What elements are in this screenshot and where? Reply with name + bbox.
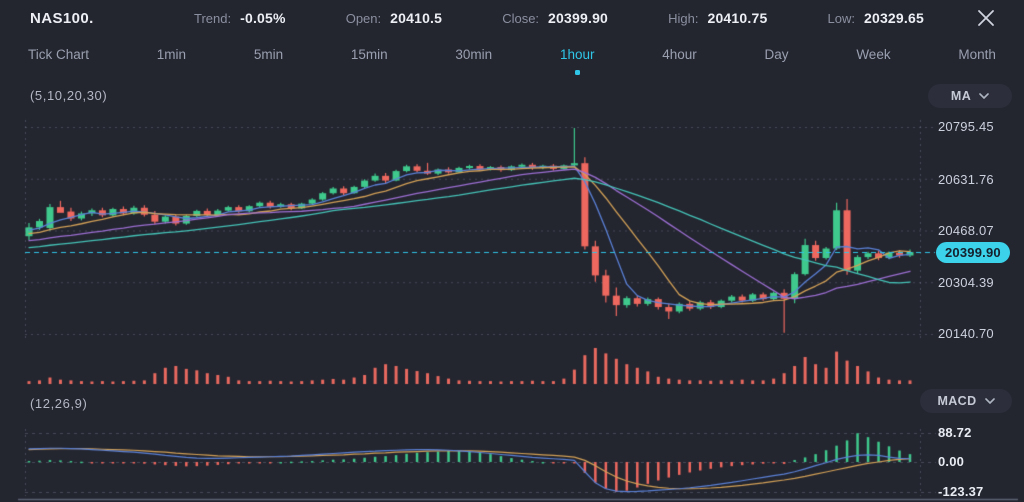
header-stats: Trend: -0.05% Open: 20410.5 Close: 20399… <box>194 10 924 26</box>
stat-value: 20410.75 <box>707 10 768 26</box>
ma-indicator-dropdown[interactable]: MA <box>928 84 1012 108</box>
tab-week[interactable]: Week <box>856 47 891 62</box>
macd-dropdown-label: MACD <box>937 394 977 408</box>
macd-axis-label: 88.72 <box>938 425 972 440</box>
stat-close: Close: 20399.90 <box>502 10 608 26</box>
symbol-title: NAS100. <box>30 9 94 27</box>
macd-axis-label: 0.00 <box>938 454 965 469</box>
macd-params-label: (12,26,9) <box>30 396 88 411</box>
stat-trend: Trend: -0.05% <box>194 10 286 26</box>
tab-5min[interactable]: 5min <box>253 47 284 62</box>
macd-axis-label: -123.37 <box>938 484 984 499</box>
tab-day[interactable]: Day <box>764 47 789 62</box>
tab-4hour[interactable]: 4hour <box>662 47 697 62</box>
stat-high: High: 20410.75 <box>668 10 767 26</box>
stat-label: Trend: <box>194 11 232 26</box>
tab-30min[interactable]: 30min <box>455 47 493 62</box>
price-axis-label: 20468.07 <box>938 223 994 238</box>
chevron-down-icon <box>979 93 989 99</box>
timeframe-tabs: Tick Chart 1min 5min 15min 30min 1hour 4… <box>0 38 1024 84</box>
chevron-down-icon <box>984 398 995 404</box>
price-axis-label: 20140.70 <box>938 326 994 341</box>
price-axis-label: 20795.45 <box>938 119 994 134</box>
stat-open: Open: 20410.5 <box>346 10 442 26</box>
current-price-tag: 20399.90 <box>936 242 1010 263</box>
stat-label: Open: <box>345 11 382 26</box>
stat-value: 20410.5 <box>390 10 443 26</box>
tab-label: 1hour <box>559 47 595 62</box>
ma-dropdown-label: MA <box>950 89 972 103</box>
stat-low: Low: 20329.65 <box>828 10 924 26</box>
header-bar: NAS100. Trend: -0.05% Open: 20410.5 Clos… <box>0 0 1024 36</box>
tab-tick-chart[interactable]: Tick Chart <box>28 47 90 62</box>
stat-value: -0.05% <box>240 10 286 26</box>
active-tab-indicator <box>574 70 580 75</box>
ma-params-label: (5,10,20,30) <box>30 88 108 103</box>
tab-15min[interactable]: 15min <box>350 47 388 62</box>
stat-label: Close: <box>502 11 540 26</box>
price-axis-label: 20631.76 <box>938 172 994 187</box>
stat-value: 20399.90 <box>548 10 609 26</box>
tab-1min[interactable]: 1min <box>156 47 187 62</box>
tab-month[interactable]: Month <box>958 47 996 62</box>
close-button[interactable] <box>974 6 998 30</box>
stat-label: Low: <box>827 11 855 26</box>
tab-1hour[interactable]: 1hour <box>559 46 595 84</box>
macd-indicator-dropdown[interactable]: MACD <box>920 389 1012 413</box>
stat-value: 20329.65 <box>863 10 924 26</box>
stat-label: High: <box>668 11 699 26</box>
price-axis-label: 20304.39 <box>938 275 994 290</box>
close-icon <box>978 10 994 26</box>
